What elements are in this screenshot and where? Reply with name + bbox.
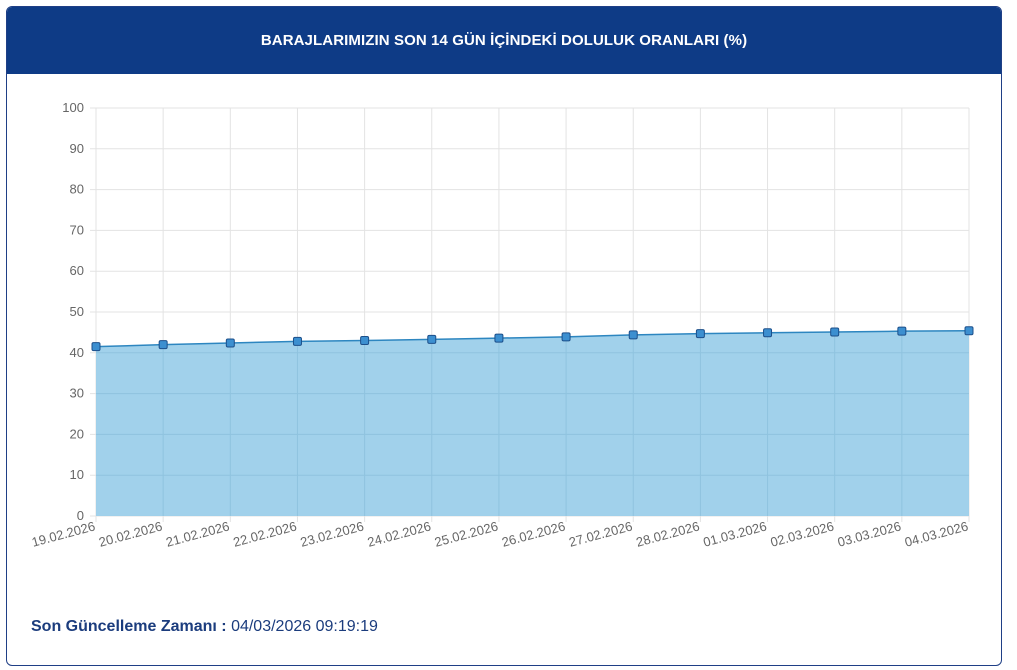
data-point [830, 327, 840, 337]
y-tick-label: 40 [70, 345, 84, 360]
chart-title: BARAJLARIMIZIN SON 14 GÜN İÇİNDEKİ DOLUL… [260, 32, 748, 49]
x-tick-label: 03.03.2026 [836, 518, 903, 549]
data-point [897, 326, 907, 336]
data-point [561, 332, 571, 342]
x-tick-label: 23.02.2026 [299, 518, 366, 549]
y-tick-label: 50 [70, 304, 84, 319]
last-update-label: Son Güncelleme Zamanı : [31, 618, 227, 635]
data-point [225, 338, 235, 348]
y-tick-label: 70 [70, 222, 84, 237]
data-point [695, 329, 705, 339]
y-tick-label: 20 [70, 426, 84, 441]
card-header: BARAJLARIMIZIN SON 14 GÜN İÇİNDEKİ DOLUL… [7, 7, 1001, 74]
data-point [763, 328, 773, 338]
data-point [360, 336, 370, 346]
x-tick-label: 20.02.2026 [97, 518, 164, 549]
data-point [427, 334, 437, 344]
y-tick-label: 80 [70, 182, 84, 197]
x-tick-label: 01.03.2026 [702, 518, 769, 549]
x-tick-label: 25.02.2026 [433, 518, 500, 549]
area-fill [96, 330, 969, 516]
data-point [292, 336, 302, 346]
data-point [91, 342, 101, 352]
data-point [494, 333, 504, 343]
x-tick-label: 22.02.2026 [231, 518, 298, 549]
x-tick-label: 21.02.2026 [164, 518, 231, 549]
y-tick-label: 10 [70, 467, 84, 482]
x-tick-label: 24.02.2026 [366, 518, 433, 549]
series-line [95, 330, 970, 348]
x-tick-label: 02.03.2026 [769, 518, 836, 549]
data-point [964, 326, 974, 336]
last-update: Son Güncelleme Zamanı : 04/03/2026 09:19… [31, 618, 378, 636]
data-point [628, 330, 638, 340]
x-tick-label: 04.03.2026 [903, 518, 970, 549]
data-point [158, 340, 168, 350]
occupancy-chart: 0 10 20 30 40 50 60 70 80 90 100 19.02.2026 20.02.20… [30, 100, 974, 550]
y-tick-label: 90 [70, 141, 84, 156]
y-tick-label: 0 [77, 508, 84, 523]
chart-area: 0 10 20 30 40 50 60 70 80 90 100 19.02.2026 20.02.20… [7, 74, 1001, 564]
y-tick-label: 30 [70, 386, 84, 401]
x-tick-label: 27.02.2026 [567, 518, 634, 549]
chart-card: BARAJLARIMIZIN SON 14 GÜN İÇİNDEKİ DOLUL… [6, 6, 1002, 666]
x-tick-label: 19.02.2026 [30, 518, 97, 549]
y-tick-label: 100 [62, 100, 84, 115]
x-tick-label: 26.02.2026 [500, 518, 567, 549]
x-tick-label: 28.02.2026 [634, 518, 701, 549]
y-tick-label: 60 [70, 263, 84, 278]
last-update-value: 04/03/2026 09:19:19 [231, 618, 378, 635]
